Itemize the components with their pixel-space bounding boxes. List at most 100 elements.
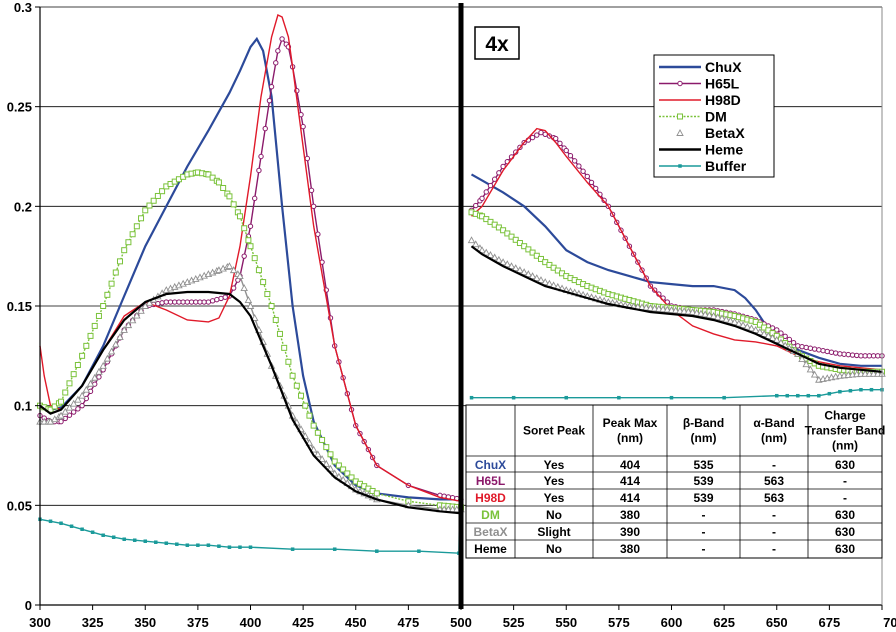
buffer-point bbox=[848, 388, 853, 393]
x-tick-label: 425 bbox=[292, 615, 314, 630]
betax-point bbox=[722, 315, 730, 323]
x-tick-label: 600 bbox=[661, 615, 683, 630]
buffer-point bbox=[859, 387, 863, 392]
dm-point bbox=[302, 402, 309, 409]
h65l-point bbox=[828, 349, 835, 355]
betax-point bbox=[309, 445, 318, 453]
h65l-point bbox=[247, 223, 254, 229]
betax-point bbox=[680, 307, 688, 315]
betax-point bbox=[57, 411, 65, 419]
betax-point bbox=[684, 307, 693, 315]
buffer-point bbox=[206, 543, 211, 547]
dm-point bbox=[255, 267, 262, 274]
buffer-point bbox=[838, 389, 842, 394]
dm-point bbox=[525, 246, 532, 253]
y-tick-label: 0.05 bbox=[7, 498, 32, 513]
dm-point bbox=[133, 223, 140, 230]
x-tick-label: 475 bbox=[398, 615, 420, 630]
dm-point bbox=[236, 213, 243, 220]
table-row: BetaX Slight 390 - - 630 bbox=[473, 525, 855, 539]
betax-point bbox=[69, 399, 78, 407]
dm-point bbox=[150, 197, 157, 204]
x-tick-label: 450 bbox=[345, 615, 367, 630]
table-row: H65L Yes 414 539 563 - bbox=[476, 474, 847, 488]
dm-point bbox=[91, 322, 98, 329]
buffer-point bbox=[132, 538, 137, 542]
betax-point bbox=[314, 450, 322, 458]
betax-point bbox=[120, 325, 128, 333]
h65l-point bbox=[279, 36, 285, 42]
betax-point bbox=[95, 367, 103, 375]
buffer-point bbox=[164, 541, 169, 545]
betax-point bbox=[467, 236, 476, 244]
dm-point bbox=[215, 179, 222, 186]
betax-point bbox=[103, 354, 112, 362]
dm-point bbox=[331, 458, 338, 465]
h65l-point bbox=[262, 125, 268, 132]
betax-point bbox=[760, 329, 768, 337]
h65l-point bbox=[252, 195, 258, 202]
buffer-point bbox=[617, 395, 621, 400]
table-cell: 414 bbox=[620, 474, 640, 488]
dm-point bbox=[220, 184, 227, 191]
panel-label: 4x bbox=[485, 33, 509, 56]
x-tick-labels: 300 325 350 375 400 425 450 475 500 525 550 575 600 6… bbox=[29, 615, 896, 630]
dm-point bbox=[108, 280, 115, 287]
dm-point bbox=[310, 422, 317, 429]
table-header-cell: Peak Max (nm) bbox=[603, 416, 658, 445]
h65l-point bbox=[300, 123, 306, 130]
h65l-point bbox=[529, 134, 536, 141]
h65l-point bbox=[310, 203, 317, 210]
dm-point bbox=[205, 171, 212, 178]
dm-point bbox=[373, 490, 380, 497]
table-cell: 630 bbox=[835, 508, 855, 522]
legend-dm-point bbox=[677, 113, 683, 120]
h65l-point bbox=[576, 163, 582, 169]
legend-entry-heme: Heme bbox=[659, 142, 743, 158]
betax-point bbox=[244, 296, 253, 303]
h65l-point bbox=[774, 327, 780, 333]
dm-point bbox=[121, 247, 128, 254]
dm-point bbox=[268, 303, 275, 309]
h65l-point bbox=[580, 168, 586, 174]
betax-point bbox=[688, 308, 697, 315]
betax-point bbox=[810, 370, 819, 378]
h65l-point bbox=[273, 60, 279, 66]
betax-point bbox=[735, 319, 743, 327]
h65l-point bbox=[588, 179, 595, 186]
buffer-point bbox=[722, 395, 726, 400]
betax-point bbox=[486, 251, 495, 258]
legend-label-h98d: H98D bbox=[705, 92, 741, 108]
h65l-point bbox=[58, 418, 64, 425]
h65l-point bbox=[786, 336, 793, 343]
table-cell: Yes bbox=[544, 491, 565, 505]
buffer-point bbox=[175, 542, 179, 546]
legend-entry-h98d: H98D bbox=[659, 92, 741, 108]
dm-point bbox=[138, 215, 145, 222]
betax-point bbox=[137, 306, 145, 314]
chux-line bbox=[39, 36, 461, 501]
buffer-point bbox=[154, 540, 158, 544]
buffer-point bbox=[80, 527, 84, 532]
table-cell: No bbox=[546, 542, 562, 556]
betax-point bbox=[516, 266, 524, 274]
buffer-point bbox=[375, 549, 379, 553]
betax-point bbox=[503, 260, 512, 268]
h65l-point bbox=[479, 195, 485, 202]
y-tick-label: 0.25 bbox=[7, 100, 32, 115]
buffer-point bbox=[143, 539, 147, 543]
buffer-point bbox=[417, 549, 421, 553]
betax-point bbox=[747, 324, 756, 332]
h65l-point bbox=[553, 135, 559, 142]
dm-point bbox=[260, 279, 267, 286]
table-cell: 535 bbox=[693, 458, 713, 472]
table-row-name: BetaX bbox=[473, 525, 507, 539]
heme-line bbox=[470, 245, 883, 373]
buffer-point bbox=[196, 543, 200, 547]
h65l-point bbox=[308, 187, 315, 194]
legend-betax-point bbox=[676, 129, 684, 136]
table-cell: 539 bbox=[693, 491, 713, 505]
buffer-point bbox=[290, 547, 295, 551]
y-tick-label: 0.1 bbox=[14, 399, 32, 414]
x-tick-label: 625 bbox=[713, 615, 735, 630]
